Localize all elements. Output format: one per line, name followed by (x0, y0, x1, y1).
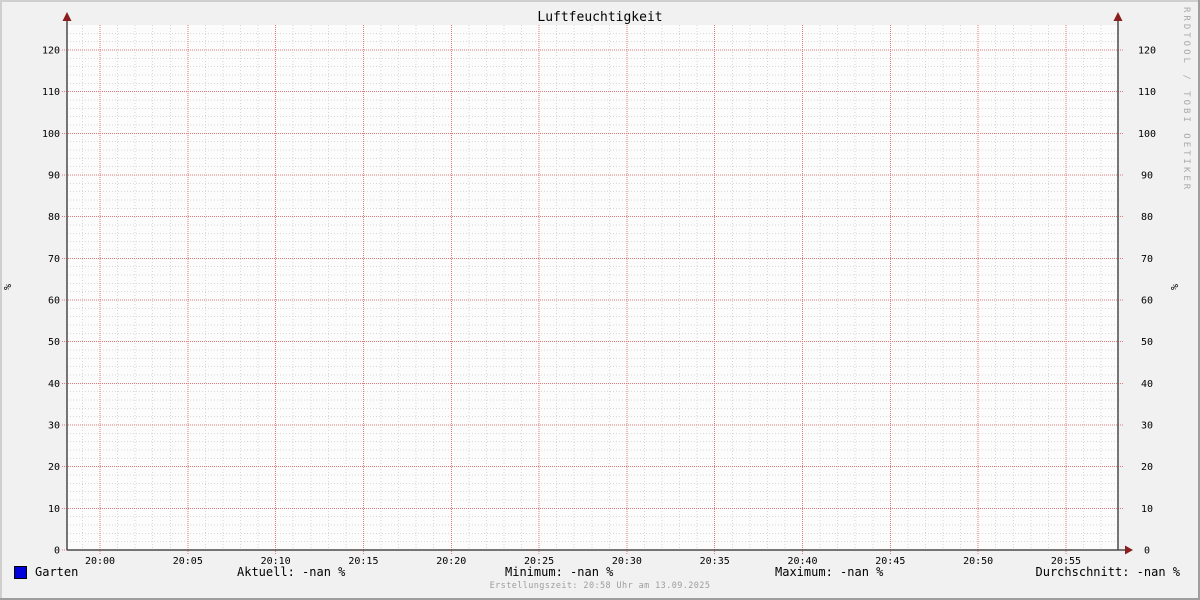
svg-text:20:00: 20:00 (85, 556, 115, 567)
svg-text:20:30: 20:30 (612, 556, 642, 567)
svg-text:20:35: 20:35 (700, 556, 730, 567)
svg-text:0: 0 (1144, 546, 1150, 557)
axis-labels: 0 0 10 10 20 20 30 30 40 40 50 50 60 60 70 70 80 80 90 90 10… (42, 46, 1156, 568)
svg-text:80: 80 (48, 212, 60, 223)
svg-text:20:05: 20:05 (173, 556, 203, 567)
rrdtool-watermark: RRDTOOL / TOBI OETIKER (1181, 7, 1191, 193)
svg-text:90: 90 (1141, 171, 1153, 182)
svg-text:10: 10 (1141, 504, 1153, 515)
stat-minimum: Minimum: -nan % (505, 565, 614, 579)
svg-text:20: 20 (48, 462, 60, 473)
bevel-top (0, 0, 1200, 2)
y-axis-unit-left: % (3, 283, 14, 291)
svg-text:110: 110 (1138, 87, 1156, 98)
svg-text:60: 60 (1141, 296, 1153, 307)
stat-maximum: Maximum: -nan % (775, 565, 884, 579)
legend-series-label: Garten (35, 565, 79, 579)
svg-text:110: 110 (42, 87, 60, 98)
stat-aktuell: Aktuell: -nan % (237, 565, 346, 579)
svg-text:20: 20 (1141, 462, 1153, 473)
creation-time-footer: Erstellungszeit: 20:58 Uhr am 13.09.2025 (489, 581, 711, 591)
svg-text:20:45: 20:45 (875, 556, 905, 567)
bevel-bottom (0, 598, 1200, 600)
svg-text:0: 0 (54, 546, 60, 557)
svg-text:20:40: 20:40 (787, 556, 817, 567)
grid-major (62, 25, 1123, 554)
svg-text:20:20: 20:20 (436, 556, 466, 567)
bevel-left (0, 0, 2, 600)
svg-text:70: 70 (48, 254, 60, 265)
svg-text:20:55: 20:55 (1051, 556, 1081, 567)
svg-text:30: 30 (1141, 421, 1153, 432)
chart-title: Luftfeuchtigkeit (537, 10, 663, 25)
svg-text:80: 80 (1141, 212, 1153, 223)
svg-text:40: 40 (48, 379, 60, 390)
svg-text:10: 10 (48, 504, 60, 515)
legend-row: Garten Aktuell: -nan % Minimum: -nan % M… (0, 565, 1200, 581)
svg-text:100: 100 (1138, 129, 1156, 140)
svg-text:120: 120 (42, 46, 60, 57)
svg-text:50: 50 (48, 337, 60, 348)
svg-text:60: 60 (48, 296, 60, 307)
svg-text:20:25: 20:25 (524, 556, 554, 567)
legend-swatch (14, 566, 27, 579)
svg-text:20:10: 20:10 (261, 556, 291, 567)
stat-durchschnitt: Durchschnitt: -nan % (1035, 565, 1181, 579)
svg-text:50: 50 (1141, 337, 1153, 348)
svg-text:40: 40 (1141, 379, 1153, 390)
svg-text:90: 90 (48, 171, 60, 182)
svg-text:20:15: 20:15 (348, 556, 378, 567)
svg-text:100: 100 (42, 129, 60, 140)
svg-text:70: 70 (1141, 254, 1153, 265)
bevel-right (1198, 0, 1200, 600)
svg-text:30: 30 (48, 421, 60, 432)
axes (66, 19, 1126, 551)
grid-minor (67, 25, 1118, 550)
svg-text:20:50: 20:50 (963, 556, 993, 567)
svg-text:120: 120 (1138, 46, 1156, 57)
axis-arrows (62, 12, 1133, 555)
y-axis-unit-right: % (1170, 283, 1181, 291)
